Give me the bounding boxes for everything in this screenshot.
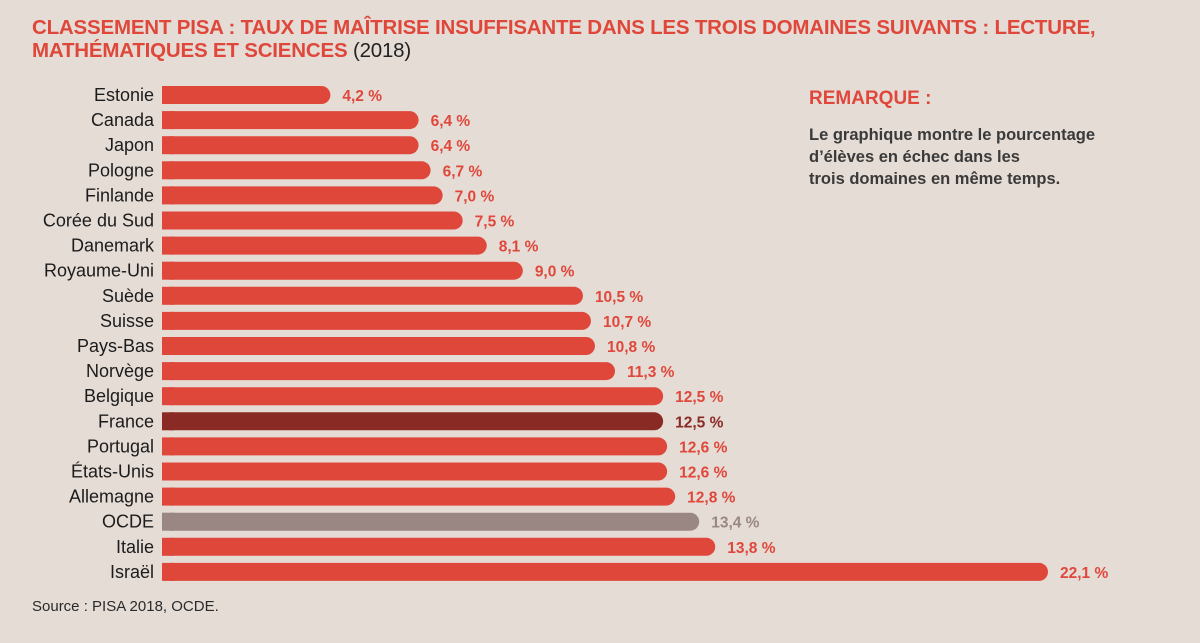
bar-base-danemark <box>162 236 174 255</box>
bar-portugal <box>162 437 668 456</box>
bar-base-coree-du-sud <box>162 211 174 230</box>
value-label-danemark: 8,1 % <box>499 239 539 256</box>
category-label-israel: Israël <box>110 562 154 582</box>
bar-base-israel <box>162 562 174 581</box>
bar-coree-du-sud <box>162 211 463 230</box>
bar-base-portugal <box>162 437 174 456</box>
value-label-portugal: 12,6 % <box>679 439 727 456</box>
remark-line-3: trois domaines en même temps. <box>809 170 1061 188</box>
category-label-coree-du-sud: Corée du Sud <box>43 211 154 231</box>
bar-france <box>162 412 664 431</box>
bar-base-italie <box>162 537 174 556</box>
bar-estonie <box>162 86 331 104</box>
bar-israel <box>162 562 1048 581</box>
category-label-estonie: Estonie <box>94 85 154 105</box>
bar-finlande <box>162 186 443 205</box>
value-label-belgique: 12,5 % <box>675 389 723 406</box>
bar-base-finlande <box>162 186 174 205</box>
value-label-pays-bas: 10,8 % <box>607 339 655 356</box>
category-label-royaume-uni: Royaume-Uni <box>44 261 154 281</box>
value-label-italie: 13,8 % <box>727 540 775 557</box>
bar-belgique <box>162 387 664 406</box>
bar-base-pologne <box>162 161 174 180</box>
bar-base-france <box>162 412 174 431</box>
remark-line-2: d’élèves en échec dans les <box>809 148 1020 166</box>
value-label-canada: 6,4 % <box>431 113 471 130</box>
bar-base-royaume-uni <box>162 261 174 280</box>
value-label-finlande: 7,0 % <box>455 188 495 205</box>
bar-ocde <box>162 512 700 531</box>
category-label-canada: Canada <box>91 110 155 130</box>
bar-norvege <box>162 362 616 381</box>
category-label-allemagne: Allemagne <box>69 487 154 507</box>
remark-text: Le graphique montre le pourcentage d’élè… <box>809 124 1189 190</box>
chart-title: CLASSEMENT PISA : TAUX DE MAÎTRISE INSUF… <box>32 16 1182 62</box>
bar-suisse <box>162 311 591 330</box>
category-label-etats-unis: États-Unis <box>71 462 154 482</box>
bar-pologne <box>162 161 431 180</box>
category-label-pologne: Pologne <box>88 160 154 180</box>
value-label-suede: 10,5 % <box>595 289 643 306</box>
value-label-france: 12,5 % <box>675 414 723 431</box>
chart-title-text: CLASSEMENT PISA : TAUX DE MAÎTRISE INSUF… <box>32 16 1096 62</box>
value-label-israel: 22,1 % <box>1060 565 1108 582</box>
bar-base-suisse <box>162 311 174 330</box>
value-label-allemagne: 12,8 % <box>687 490 735 507</box>
bar-base-canada <box>162 111 174 130</box>
bar-base-japon <box>162 136 174 155</box>
category-label-ocde: OCDE <box>102 512 154 532</box>
value-label-norvege: 11,3 % <box>627 364 675 381</box>
value-label-etats-unis: 12,6 % <box>679 465 727 482</box>
category-label-japon: Japon <box>105 135 154 155</box>
remark-box: REMARQUE : Le graphique montre le pource… <box>809 88 1189 190</box>
remark-line-1: Le graphique montre le pourcentage <box>809 126 1096 144</box>
category-label-suede: Suède <box>102 286 154 306</box>
bar-base-suede <box>162 286 174 305</box>
value-label-pologne: 6,7 % <box>443 163 483 180</box>
category-label-suisse: Suisse <box>100 311 154 331</box>
category-label-pays-bas: Pays-Bas <box>77 336 154 356</box>
value-label-ocde: 13,4 % <box>711 515 759 532</box>
category-label-portugal: Portugal <box>87 436 154 456</box>
category-label-belgique: Belgique <box>84 386 154 406</box>
bar-etats-unis <box>162 462 668 481</box>
value-label-suisse: 10,7 % <box>603 314 651 331</box>
bar-japon <box>162 136 419 155</box>
bar-italie <box>162 537 716 556</box>
value-label-japon: 6,4 % <box>431 138 471 155</box>
category-label-norvege: Norvège <box>86 361 154 381</box>
bar-canada <box>162 111 419 130</box>
value-label-estonie: 4,2 % <box>342 88 382 105</box>
category-label-france: France <box>98 411 154 431</box>
bar-royaume-uni <box>162 261 523 280</box>
source-note: Source : PISA 2018, OCDE. <box>32 598 219 615</box>
value-label-royaume-uni: 9,0 % <box>535 264 575 281</box>
category-label-italie: Italie <box>116 537 154 557</box>
remark-title: REMARQUE : <box>809 88 932 109</box>
bar-base-norvege <box>162 362 174 381</box>
category-label-danemark: Danemark <box>71 236 155 256</box>
bar-pays-bas <box>162 337 595 355</box>
bar-base-ocde <box>162 512 174 531</box>
category-label-finlande: Finlande <box>85 185 154 205</box>
bar-base-belgique <box>162 387 174 406</box>
value-label-coree-du-sud: 7,5 % <box>475 214 515 231</box>
bar-base-estonie <box>162 86 174 104</box>
chart-title-year: (2018) <box>352 39 411 62</box>
bar-base-allemagne <box>162 487 174 506</box>
bar-suede <box>162 286 583 305</box>
bar-base-etats-unis <box>162 462 174 481</box>
bar-allemagne <box>162 487 676 506</box>
bar-base-pays-bas <box>162 337 174 355</box>
bar-danemark <box>162 236 487 255</box>
